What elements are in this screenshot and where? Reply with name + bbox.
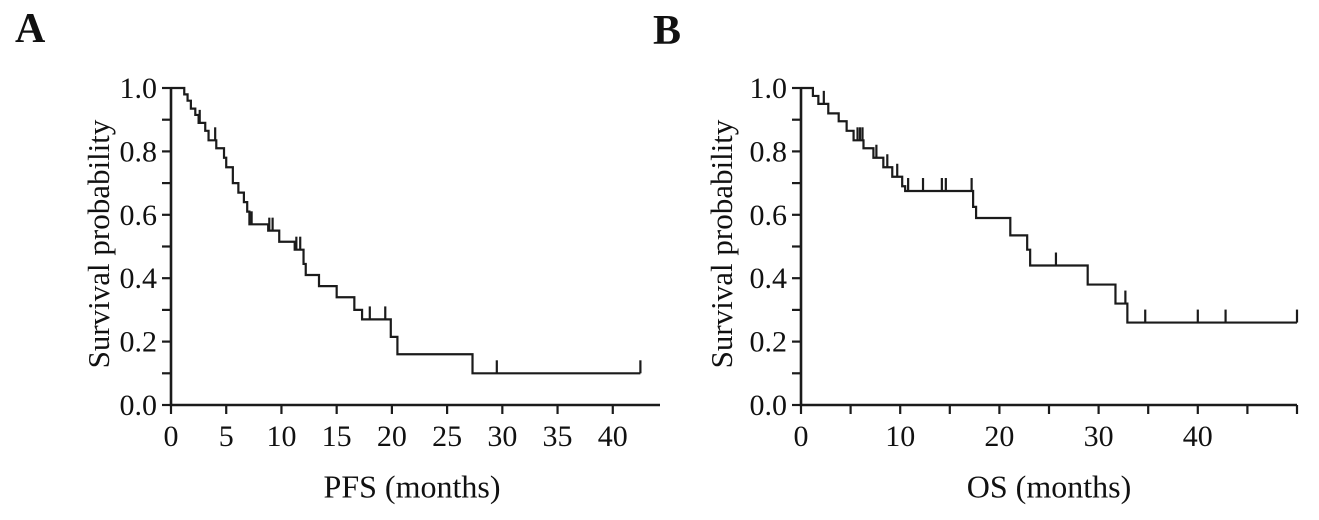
x-tick-label: 0	[164, 420, 179, 453]
x-tick-label: 35	[543, 420, 573, 453]
os-y-axis-label: Survival probability	[704, 119, 739, 369]
y-tick-label: 0.6	[120, 199, 158, 232]
y-tick-label: 1.0	[120, 72, 158, 105]
os-x-axis-label: OS (months)	[966, 468, 1132, 505]
x-tick-label: 10	[266, 420, 296, 453]
pfs-x-axis-label: PFS (months)	[323, 468, 501, 505]
x-tick-label: 30	[487, 420, 517, 453]
y-tick-label: 0.8	[120, 135, 158, 168]
y-tick-label: 0.2	[120, 326, 158, 359]
pfs-y-axis-label: Survival probability	[81, 119, 116, 369]
y-tick-label: 0.2	[750, 326, 788, 359]
y-tick-label: 0.6	[750, 199, 788, 232]
panel-b-letter: B	[653, 8, 682, 54]
x-tick-label: 20	[377, 420, 407, 453]
km-step-curve	[171, 86, 641, 375]
x-tick-label: 0	[794, 420, 809, 453]
panel-a-letter: A	[15, 6, 46, 52]
km-step-curve	[801, 86, 1297, 324]
y-tick-label: 0.8	[750, 135, 788, 168]
km-chart-pfs: 0.0 0.2 0.4 0.6 0.8 1.0 0 5 10 15 20 25 30 35 40	[120, 72, 660, 453]
km-chart-os: 0.0 0.2 0.4 0.6 0.8 1.0 0 10 20 30 40	[750, 72, 1299, 453]
x-tick-label: 40	[598, 420, 628, 453]
y-tick-label: 0.4	[120, 262, 158, 295]
x-tick-label: 40	[1183, 420, 1213, 453]
y-tick-label: 1.0	[750, 72, 788, 105]
y-tick-label: 0.0	[750, 389, 788, 422]
x-tick-label: 10	[885, 420, 915, 453]
x-tick-label: 5	[219, 420, 234, 453]
x-tick-label: 20	[984, 420, 1014, 453]
x-tick-label: 30	[1084, 420, 1114, 453]
x-tick-label: 15	[322, 420, 352, 453]
y-tick-label: 0.0	[120, 389, 158, 422]
y-tick-label: 0.4	[750, 262, 788, 295]
x-tick-label: 25	[432, 420, 462, 453]
